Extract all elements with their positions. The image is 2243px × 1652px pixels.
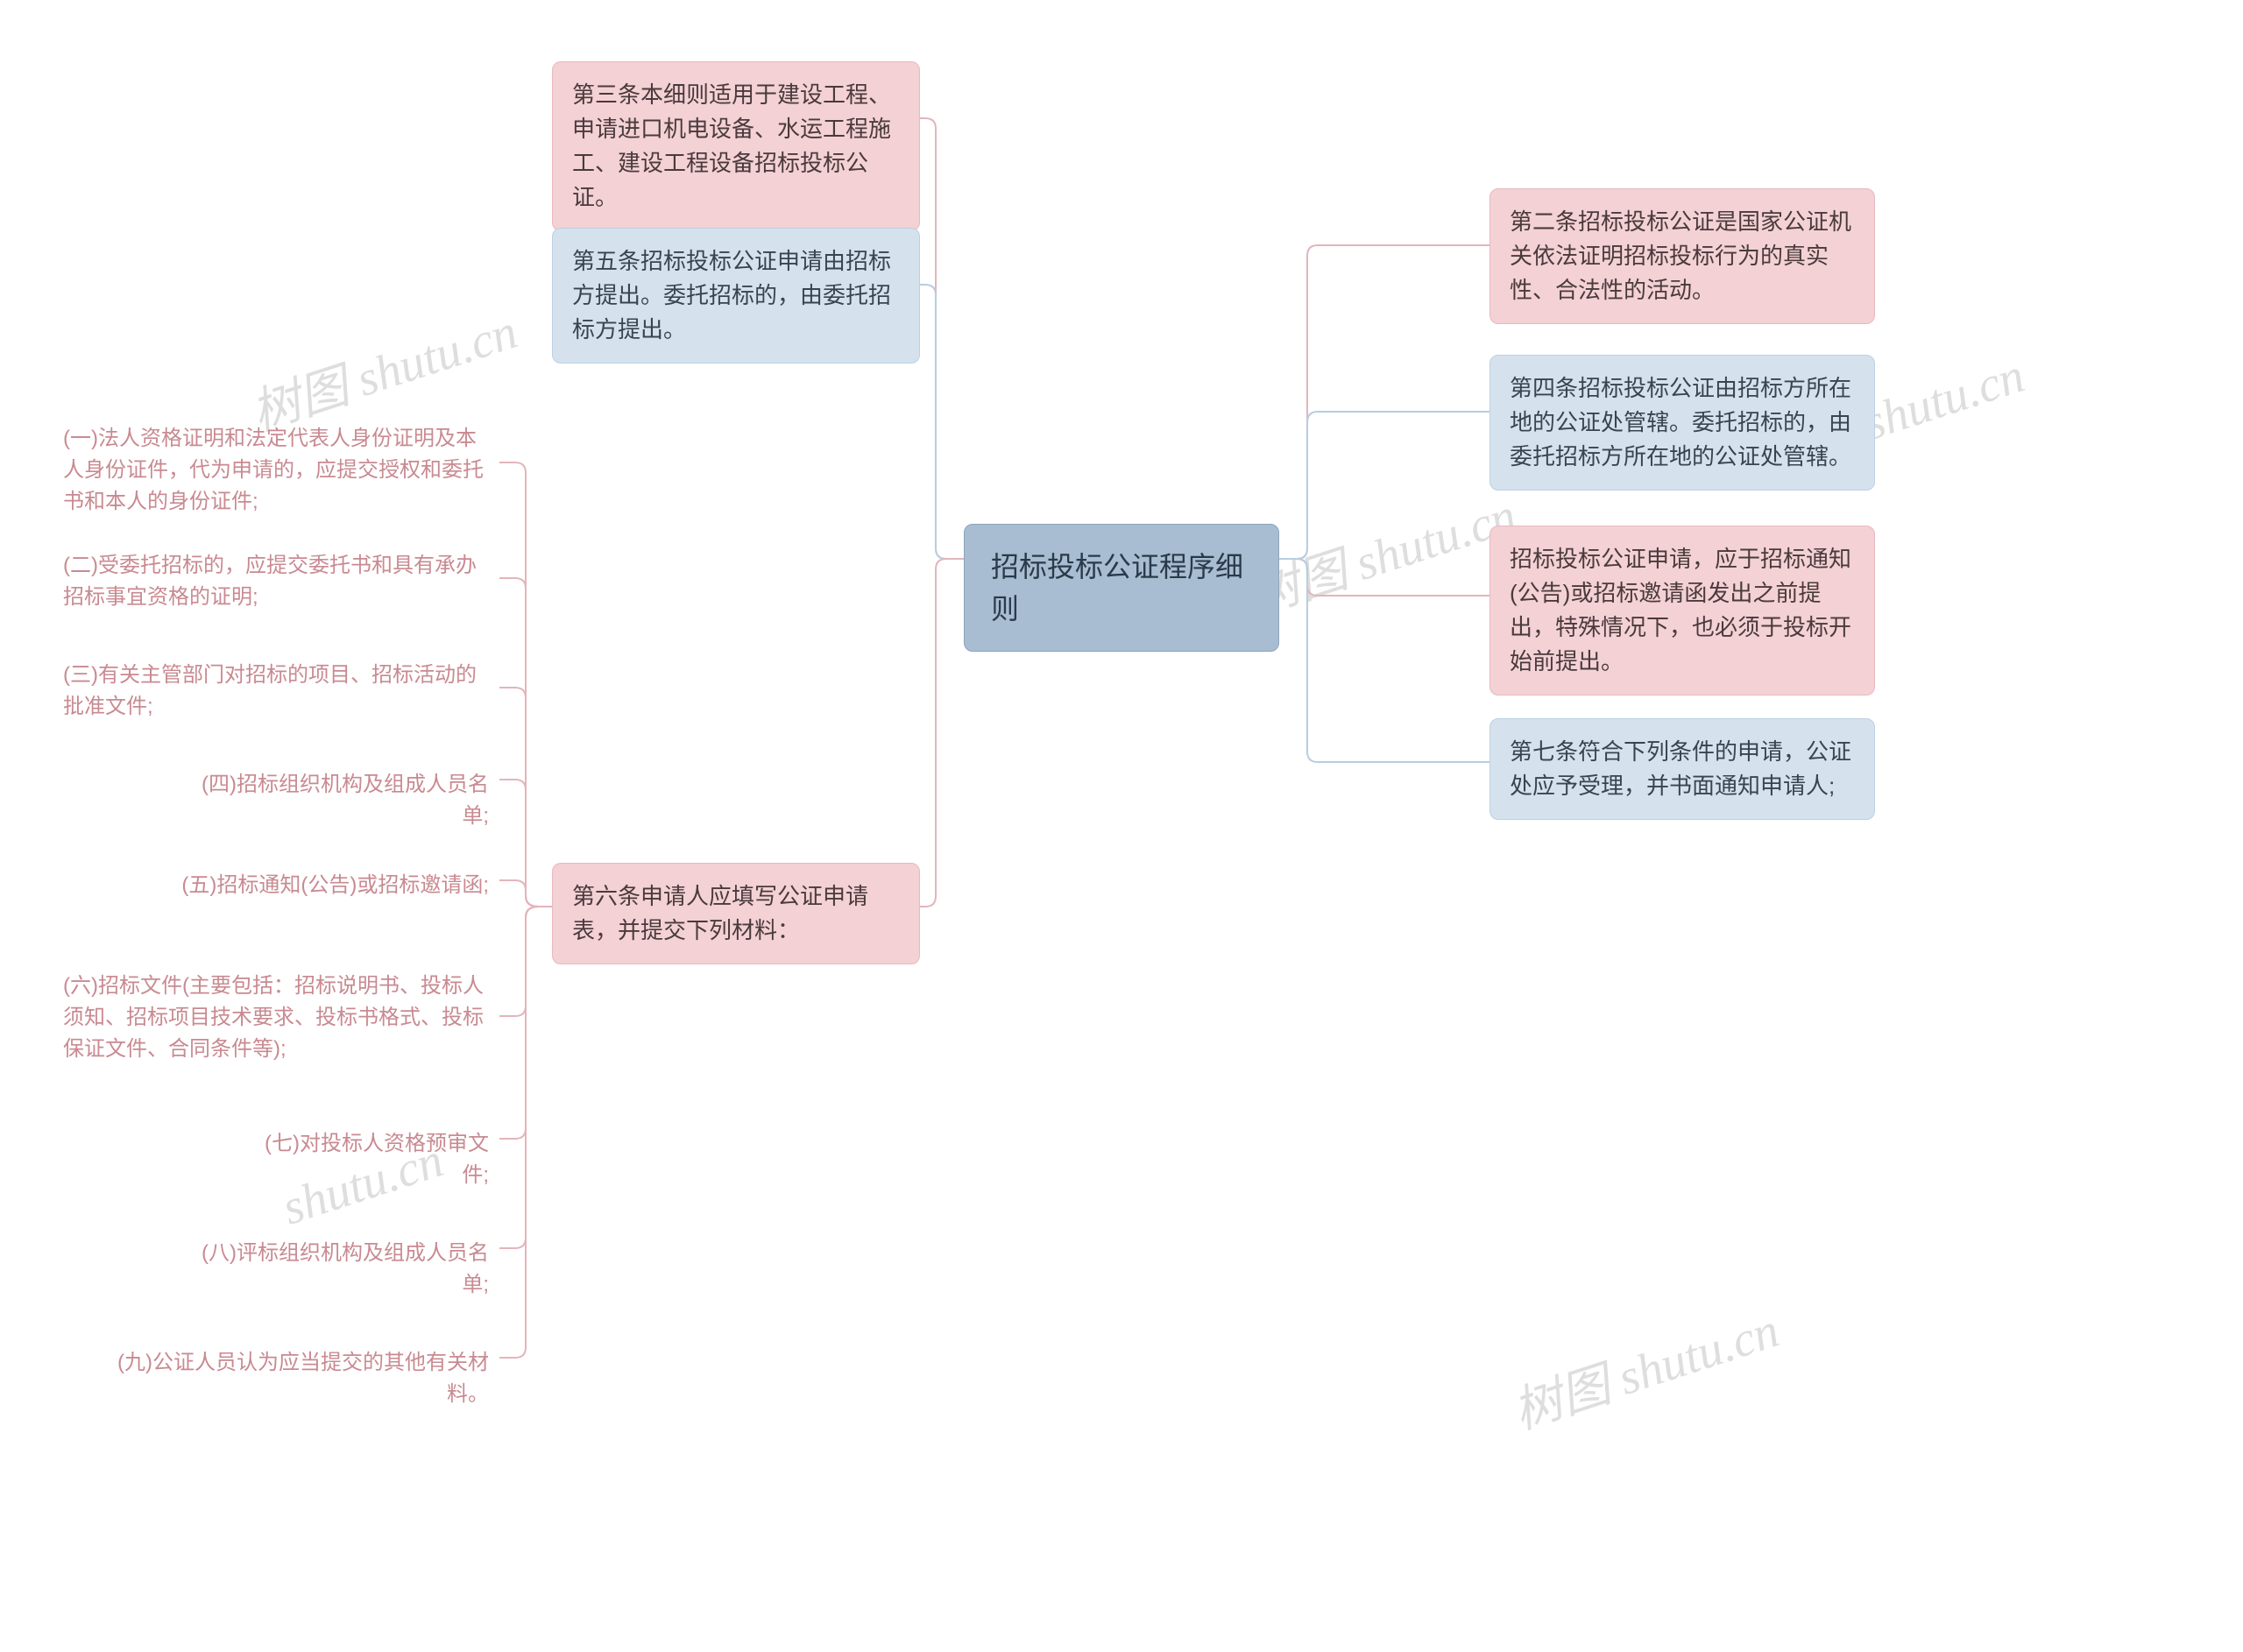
leaf-text: (六)招标文件(主要包括：招标说明书、投标人须知、招标项目技术要求、投标书格式、… [63, 974, 484, 1061]
leaf-text: (一)法人资格证明和法定代表人身份证明及本人身份证件，代为申请的，应提交授权和委… [63, 427, 484, 513]
node-text: 第四条招标投标公证由招标方所在地的公证处管辖。委托招标的，由委托招标方所在地的公… [1510, 375, 1851, 469]
leaf-item-4[interactable]: (四)招标组织机构及组成人员名单; [166, 762, 499, 839]
root-label: 招标投标公证程序细则 [991, 551, 1243, 625]
node-article-7[interactable]: 第七条符合下列条件的申请，公证处应予受理，并书面通知申请人; [1489, 718, 1875, 820]
leaf-item-5[interactable]: (五)招标通知(公告)或招标邀请函; [158, 863, 499, 908]
watermark: 树图 shutu.cn [1240, 476, 1524, 628]
node-text: 第七条符合下列条件的申请，公证处应予受理，并书面通知申请人; [1510, 738, 1851, 799]
node-application-timing[interactable]: 招标投标公证申请，应于招标通知(公告)或招标邀请函发出之前提出，特殊情况下，也必… [1489, 526, 1875, 695]
node-text: 第六条申请人应填写公证申请表，并提交下列材料： [572, 883, 868, 943]
leaf-text: (四)招标组织机构及组成人员名单; [202, 773, 489, 828]
leaf-text: (八)评标组织机构及组成人员名单; [202, 1241, 489, 1296]
node-article-4[interactable]: 第四条招标投标公证由招标方所在地的公证处管辖。委托招标的，由委托招标方所在地的公… [1489, 355, 1875, 491]
node-text: 第三条本细则适用于建设工程、申请进口机电设备、水运工程施工、建设工程设备招标投标… [572, 81, 891, 210]
node-article-5[interactable]: 第五条招标投标公证申请由招标方提出。委托招标的，由委托招标方提出。 [552, 228, 920, 364]
node-text: 第五条招标投标公证申请由招标方提出。委托招标的，由委托招标方提出。 [572, 248, 891, 342]
leaf-item-2[interactable]: (二)受委托招标的，应提交委托书和具有承办招标事宜资格的证明; [53, 543, 499, 620]
node-text: 招标投标公证申请，应于招标通知(公告)或招标邀请函发出之前提出，特殊情况下，也必… [1510, 546, 1851, 674]
node-article-2[interactable]: 第二条招标投标公证是国家公证机关依法证明招标投标行为的真实性、合法性的活动。 [1489, 188, 1875, 324]
leaf-item-1[interactable]: (一)法人资格证明和法定代表人身份证明及本人身份证件，代为申请的，应提交授权和委… [53, 416, 499, 525]
leaf-item-9[interactable]: (九)公证人员认为应当提交的其他有关材料。 [92, 1340, 499, 1417]
watermark: 树图 shutu.cn [1503, 1290, 1787, 1443]
leaf-text: (九)公证人员认为应当提交的其他有关材料。 [117, 1351, 489, 1406]
node-article-3[interactable]: 第三条本细则适用于建设工程、申请进口机电设备、水运工程施工、建设工程设备招标投标… [552, 61, 920, 231]
leaf-text: (五)招标通知(公告)或招标邀请函; [181, 873, 489, 897]
root-node[interactable]: 招标投标公证程序细则 [964, 524, 1279, 652]
leaf-item-8[interactable]: (八)评标组织机构及组成人员名单; [166, 1231, 499, 1308]
leaf-text: (三)有关主管部门对招标的项目、招标活动的批准文件; [63, 663, 477, 718]
leaf-item-3[interactable]: (三)有关主管部门对招标的项目、招标活动的批准文件; [53, 653, 499, 730]
leaf-text: (二)受委托招标的，应提交委托书和具有承办招标事宜资格的证明; [63, 554, 477, 609]
node-article-6[interactable]: 第六条申请人应填写公证申请表，并提交下列材料： [552, 863, 920, 964]
leaf-item-6[interactable]: (六)招标文件(主要包括：招标说明书、投标人须知、招标项目技术要求、投标书格式、… [53, 964, 499, 1072]
node-text: 第二条招标投标公证是国家公证机关依法证明招标投标行为的真实性、合法性的活动。 [1510, 208, 1851, 303]
leaf-text: (七)对投标人资格预审文件; [265, 1132, 489, 1187]
leaf-item-7[interactable]: (七)对投标人资格预审文件; [237, 1121, 499, 1198]
